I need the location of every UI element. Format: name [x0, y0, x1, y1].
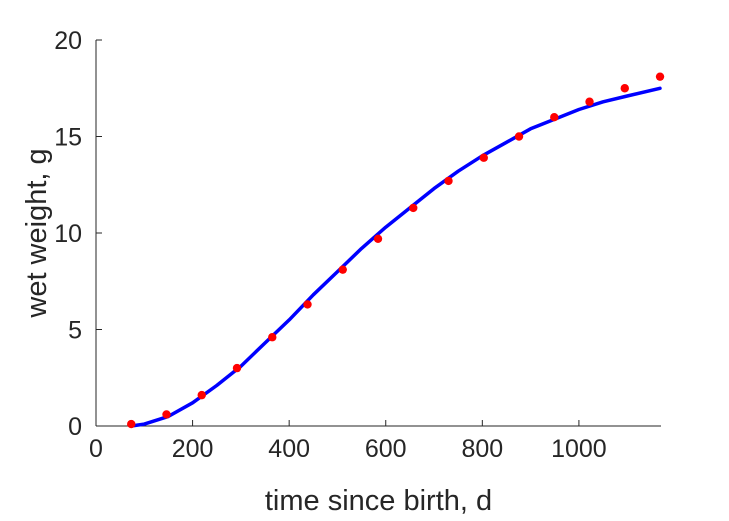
y-tick-label: 10 [54, 220, 82, 248]
data-point [479, 153, 488, 162]
y-axis-title: wet weight, g [21, 148, 53, 318]
x-tick-label: 200 [172, 435, 214, 463]
data-point [338, 265, 347, 274]
axes: 0 200 400 600 800 1000 0 5 10 15 20 [54, 27, 661, 463]
x-tick-label: 400 [268, 435, 310, 463]
y-tick-label: 15 [54, 124, 82, 152]
data-point [550, 113, 559, 122]
data-point [655, 72, 665, 81]
data-point [585, 97, 594, 106]
fit-curve-line [129, 86, 662, 428]
data-point [514, 132, 524, 141]
x-tick-label: 800 [461, 435, 503, 463]
data-point [197, 390, 206, 400]
data-point [444, 176, 453, 186]
data-point [373, 234, 383, 243]
y-tick-label: 0 [68, 413, 82, 441]
data-point [232, 363, 242, 373]
x-tick-label: 600 [365, 435, 407, 463]
chart-marks [127, 72, 665, 429]
y-tick-label: 20 [54, 27, 82, 55]
data-point [268, 333, 277, 342]
data-point [127, 419, 136, 429]
x-axis-title: time since birth, d [265, 485, 492, 517]
data-point [620, 84, 629, 93]
data-point [162, 410, 171, 419]
data-point [409, 203, 418, 213]
x-tick-label: 0 [89, 435, 103, 463]
x-tick-label: 1000 [551, 435, 607, 463]
data-point [303, 300, 312, 309]
y-tick-label: 5 [68, 317, 82, 345]
